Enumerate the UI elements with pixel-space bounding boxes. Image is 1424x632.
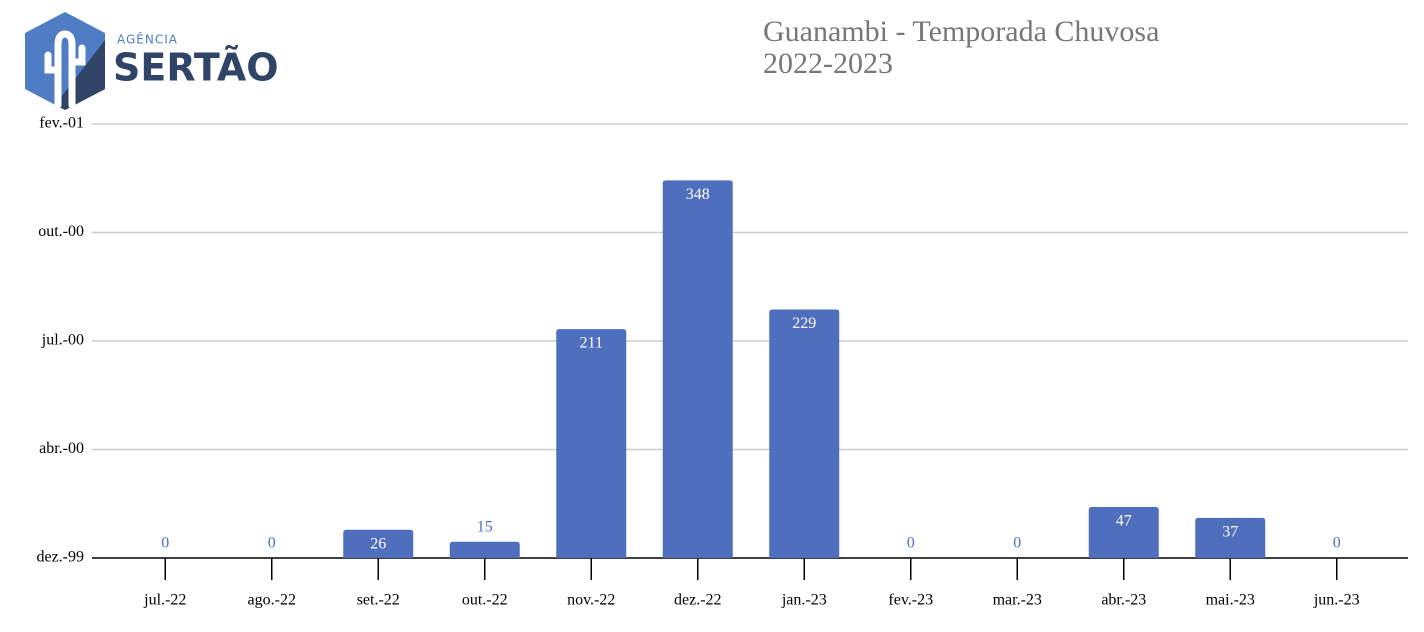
- x-tick-label: set.-22: [357, 592, 400, 609]
- value-label: 15: [477, 518, 493, 535]
- bar: [662, 180, 733, 559]
- logo-shade: [55, 40, 105, 110]
- x-tick-label: dez.-22: [674, 592, 722, 609]
- x-tick-label: jan.-23: [781, 592, 827, 609]
- bar: [343, 529, 414, 558]
- x-tick-label: nov.-22: [567, 592, 615, 609]
- logo-small: AGÊNCIA: [117, 32, 178, 47]
- value-label: 0: [161, 535, 169, 552]
- value-label: 0: [907, 535, 915, 552]
- y-tick-label: jul.-00: [41, 332, 84, 349]
- y-tick-label: out.-00: [38, 223, 84, 240]
- y-tick-label: abr.-00: [39, 440, 84, 457]
- bar: [769, 309, 840, 558]
- x-tick-label: fev.-23: [888, 592, 933, 609]
- bar: [1195, 517, 1266, 558]
- bar: [556, 329, 627, 558]
- chart-subtitle: 2022-2023: [763, 47, 893, 80]
- x-tick-label: ago.-22: [248, 592, 296, 609]
- value-label: 0: [268, 535, 276, 552]
- logo-large: SERTÃO: [113, 46, 279, 90]
- value-label: 0: [1333, 535, 1341, 552]
- logo-cactus: [44, 30, 86, 109]
- value-label: 0: [1013, 535, 1021, 552]
- y-tick-label: fev.-01: [39, 115, 84, 132]
- value-label: 348: [686, 186, 710, 203]
- logo: AGÊNCIA SERTÃO: [25, 12, 279, 110]
- x-tick-label: jul.-22: [143, 592, 186, 609]
- x-tick-label: jun.-23: [1313, 592, 1360, 609]
- value-label: 229: [792, 315, 816, 332]
- x-tick-label: mar.-23: [993, 592, 1042, 609]
- value-label: 37: [1222, 524, 1238, 541]
- value-label: 211: [580, 335, 603, 352]
- bar: [449, 541, 520, 558]
- x-tick-label: abr.-23: [1101, 592, 1146, 609]
- value-label: 26: [370, 535, 386, 552]
- bar: [1088, 507, 1159, 558]
- y-tick-label: dez.-99: [36, 549, 84, 566]
- chart-title: Guanambi - Temporada Chuvosa: [763, 15, 1159, 48]
- x-tick-label: mai.-23: [1206, 592, 1255, 609]
- value-label: 47: [1116, 513, 1132, 530]
- x-tick-label: out.-22: [462, 592, 508, 609]
